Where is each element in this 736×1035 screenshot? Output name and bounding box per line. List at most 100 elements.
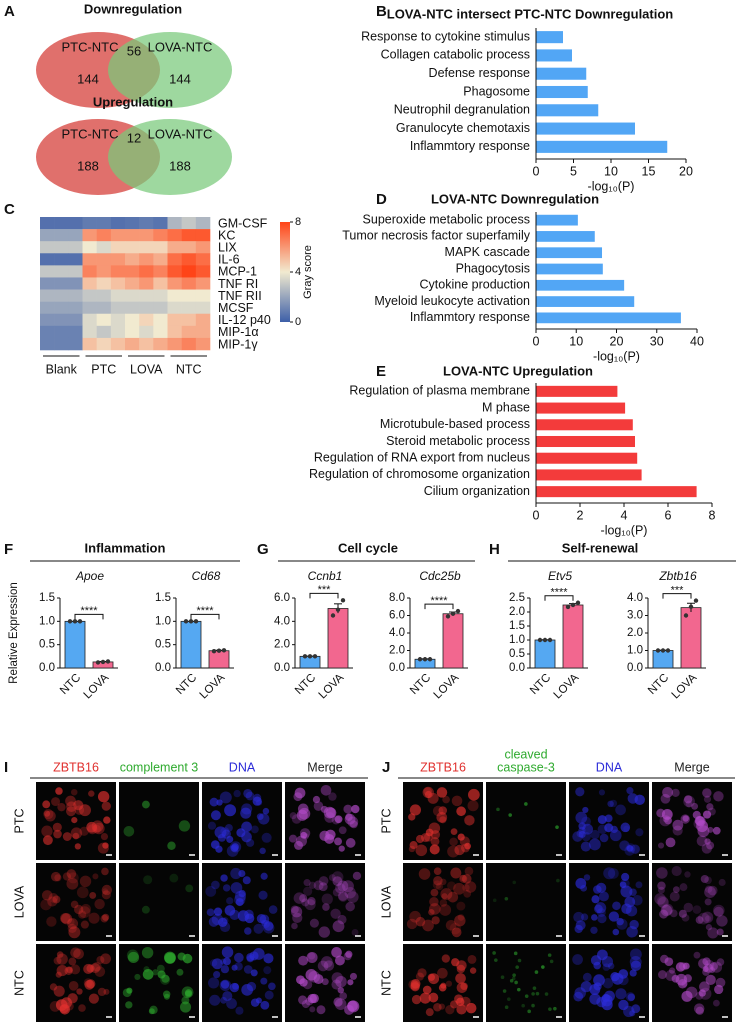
cell — [66, 877, 79, 890]
bar — [536, 31, 563, 44]
cell — [53, 829, 62, 839]
cell — [78, 1004, 86, 1012]
cell — [629, 969, 637, 977]
x-axis-label: -log₁₀(P) — [593, 349, 640, 363]
cell — [50, 871, 61, 882]
data-point — [570, 602, 576, 608]
cell — [597, 815, 607, 825]
cell — [583, 874, 591, 881]
significance-bracket — [74, 613, 104, 620]
cell — [235, 898, 244, 907]
cell — [626, 787, 634, 795]
heat-cell — [181, 337, 197, 351]
cell — [618, 999, 629, 1011]
micrograph — [486, 782, 566, 860]
y-tick-label: 2.0 — [627, 627, 643, 639]
heat-cell — [68, 265, 83, 278]
cell — [295, 835, 307, 847]
cell — [544, 992, 549, 996]
data-point — [422, 657, 428, 662]
cell — [707, 927, 719, 939]
cell — [464, 842, 471, 850]
cell — [292, 912, 303, 923]
heat-cell — [125, 289, 140, 302]
cell — [597, 949, 608, 961]
bar — [652, 650, 674, 669]
cell — [324, 833, 335, 844]
cell — [351, 804, 360, 814]
heat-cell — [40, 337, 55, 351]
heat-cell — [153, 253, 168, 266]
cell — [573, 911, 584, 923]
heat-cell — [110, 277, 126, 290]
category-label: Regulation of plasma membrane — [349, 384, 530, 398]
cell — [420, 833, 431, 843]
cell — [52, 822, 62, 832]
data-point — [211, 649, 217, 654]
cell — [671, 788, 680, 797]
cell — [464, 881, 477, 893]
category-label: Myeloid leukocyte activation — [374, 294, 530, 308]
cell — [206, 908, 215, 917]
cell — [594, 904, 603, 914]
column-header: DNA — [229, 760, 256, 774]
cell — [556, 878, 560, 883]
cell — [695, 1006, 704, 1015]
cell — [494, 958, 498, 962]
cell — [445, 919, 457, 931]
venn-title: Upregulation — [93, 94, 173, 109]
y-tick-label: 2.5 — [509, 592, 525, 604]
cell — [341, 880, 354, 893]
cell — [252, 948, 265, 960]
heat-cell — [54, 265, 69, 278]
cell — [514, 980, 518, 985]
cell — [56, 964, 68, 977]
cell — [669, 909, 678, 918]
cell — [511, 976, 516, 981]
cell — [430, 888, 439, 897]
cell — [41, 825, 53, 837]
cell — [436, 812, 448, 823]
heat-cell — [40, 229, 55, 242]
cell — [415, 916, 426, 927]
cell — [337, 914, 347, 925]
cell — [451, 958, 460, 967]
cell — [345, 901, 355, 912]
cell — [220, 965, 230, 974]
cell — [333, 997, 343, 1007]
cell — [492, 898, 497, 903]
cell — [684, 795, 693, 804]
category-label: Response to cytokine stimulus — [361, 29, 530, 43]
cell — [599, 833, 609, 843]
cell — [440, 982, 447, 989]
heat-cell — [40, 301, 55, 315]
cell — [322, 903, 330, 911]
cell — [293, 892, 306, 904]
cell — [331, 947, 342, 958]
cell — [101, 884, 112, 896]
x-tick-label: 8 — [709, 508, 716, 522]
data-point — [575, 600, 581, 605]
cell — [308, 952, 316, 960]
cell — [408, 979, 419, 990]
y-axis-label: Relative Expression — [8, 582, 20, 684]
cell — [90, 963, 101, 974]
cell — [707, 807, 716, 816]
data-point — [183, 619, 189, 624]
venn-set — [108, 119, 232, 195]
cell — [67, 993, 78, 1004]
cell — [321, 893, 333, 905]
cell — [220, 921, 231, 933]
heat-cell — [195, 313, 211, 327]
heat-cell — [96, 217, 112, 230]
x-tick-label: NTC — [646, 672, 671, 697]
cell — [87, 824, 98, 835]
cell — [573, 991, 584, 1002]
cell — [706, 803, 714, 811]
heat-cell — [125, 241, 140, 254]
cell — [290, 905, 299, 914]
cell — [456, 806, 466, 817]
cell — [66, 806, 76, 817]
category-label: Granulocyte chemotaxis — [396, 121, 530, 135]
cell — [317, 960, 329, 972]
